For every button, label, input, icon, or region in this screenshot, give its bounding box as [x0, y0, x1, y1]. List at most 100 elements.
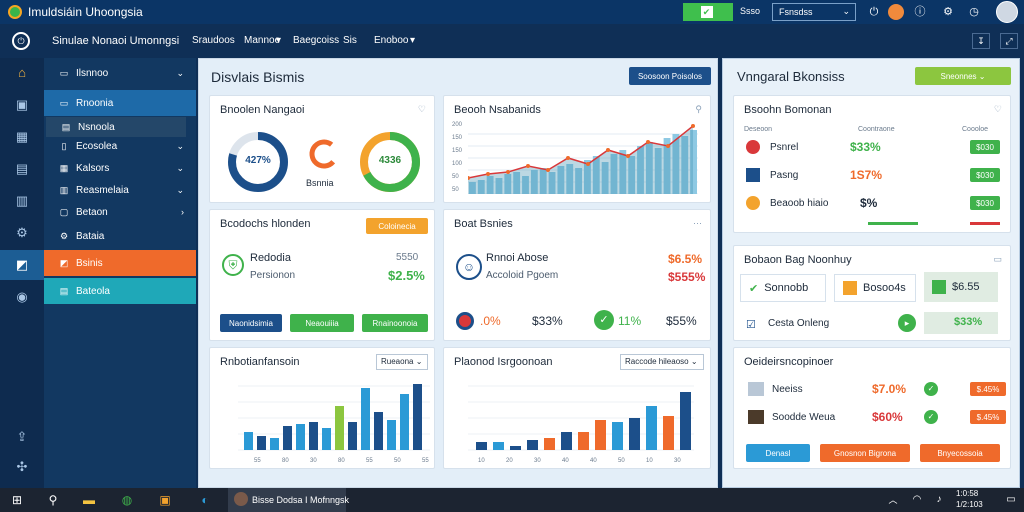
- menu-item-5[interactable]: Enoboo: [374, 35, 409, 46]
- row-pill[interactable]: $030: [970, 140, 1000, 154]
- search-icon[interactable]: ⚲: [48, 493, 58, 507]
- row-pill[interactable]: $030: [970, 168, 1000, 182]
- row-pill[interactable]: $.45%: [970, 382, 1006, 396]
- row-icon: [746, 140, 760, 154]
- x-tick-label: 55: [254, 458, 261, 464]
- right-panel-button[interactable]: Sneonnes ⌄: [915, 67, 1011, 85]
- status-badge[interactable]: Coloinecia: [366, 218, 428, 234]
- range-dropdown[interactable]: Raccode hileaoso ⌄: [620, 354, 704, 370]
- image-icon[interactable]: ▣: [15, 97, 29, 112]
- clock-icon[interactable]: ◷: [969, 6, 979, 18]
- person-icon: [748, 410, 764, 424]
- chart-icon[interactable]: ◩: [15, 257, 29, 272]
- sidebar-item-1[interactable]: ▭ Rnoonia: [44, 90, 196, 116]
- main-panel: Disvlais Bismis Soosoon Poisolos Bnoolen…: [198, 58, 718, 488]
- more-icon[interactable]: ⋯: [693, 218, 702, 228]
- share-icon[interactable]: ⇪: [16, 429, 28, 444]
- heart-icon[interactable]: ♡: [993, 104, 1002, 114]
- area-bar: [628, 156, 636, 194]
- series-stat-4: $55%: [666, 314, 697, 328]
- info-icon[interactable]: ⓘ: [914, 6, 926, 18]
- expand-icon[interactable]: ⤢: [1000, 33, 1018, 49]
- details-button-1[interactable]: Denasl: [746, 444, 810, 462]
- divider: [970, 222, 1000, 225]
- sidebar-item-0[interactable]: ▭ Ilsnnoo ⌄: [59, 67, 184, 79]
- donut-chart-green: [360, 132, 420, 192]
- home-icon[interactable]: ⌂: [18, 65, 26, 80]
- calendar-icon[interactable]: ▦: [15, 129, 29, 144]
- sidebar-item-4[interactable]: ▦ Kalsors ⌄: [59, 162, 184, 174]
- bar: [510, 446, 521, 450]
- sidebar-item-7[interactable]: ⚙ Bataia: [59, 230, 105, 242]
- power-icon[interactable]: ⏻: [869, 6, 879, 18]
- details-card: Oeideirsncopinoer Neeiss $7.0% ✓ $.45% S…: [733, 347, 1011, 469]
- taskbar-app-button[interactable]: Bisse Dodsa I Mofnngsk: [228, 488, 349, 512]
- chevron-down-icon: ⌄: [176, 162, 184, 173]
- range-dropdown[interactable]: Rueaona ⌄: [376, 354, 428, 370]
- donut-chart-blue: [228, 132, 288, 192]
- target-icon[interactable]: ◉: [16, 289, 28, 304]
- budget-tile-3[interactable]: $6.55: [924, 272, 998, 302]
- main-action-button[interactable]: Soosoon Poisolos: [629, 67, 711, 85]
- bar-chart-card-2: Plaonod Isrgoonoan Raccode hileaoso ⌄ 10…: [443, 347, 711, 469]
- row-pill[interactable]: $.45%: [970, 410, 1006, 424]
- menu-item-4[interactable]: Sis: [343, 35, 357, 46]
- bar: [257, 436, 266, 450]
- card-title: Beooh Nsabanids: [454, 104, 541, 116]
- notification-icon[interactable]: ▭: [1006, 494, 1016, 505]
- sidebar-item-3[interactable]: ▯ Ecosolea ⌄: [44, 135, 196, 157]
- details-button-3[interactable]: Bnyecossoia: [920, 444, 1000, 462]
- bar: [663, 416, 674, 450]
- chevron-up-icon[interactable]: ︿: [888, 495, 898, 505]
- sidebar-item-6[interactable]: ▢ Betaon ›: [59, 206, 184, 218]
- heart-icon[interactable]: ♡: [417, 104, 426, 114]
- settings-icon[interactable]: ⚙: [16, 225, 28, 240]
- x-tick-label: 80: [282, 458, 289, 464]
- profile-avatar[interactable]: [996, 1, 1018, 23]
- sidebar-item-8[interactable]: ◩ Bsinis: [44, 250, 196, 276]
- donut-chart-orange: [309, 139, 339, 169]
- sidebar-item-2[interactable]: ▤ Nsnoola: [46, 117, 186, 137]
- settings-icon[interactable]: ⚙: [943, 6, 953, 18]
- sidebar-item-5[interactable]: ▥ Reasmelaia ⌄: [59, 184, 184, 196]
- wifi-icon[interactable]: ◠: [912, 494, 922, 505]
- summary-label-1: Redodia: [250, 252, 291, 264]
- titlebar-select[interactable]: Fsnsdss ⌄: [772, 3, 856, 21]
- menu-app-name[interactable]: Sinulae Nonaoi Umonngsi: [52, 35, 180, 47]
- windows-start-icon[interactable]: ⊞: [11, 493, 23, 507]
- chat-icon[interactable]: ▭: [993, 254, 1002, 264]
- building-icon[interactable]: ▥: [15, 193, 29, 208]
- status-chip[interactable]: ✔: [683, 3, 733, 21]
- search-icon[interactable]: ⚲: [695, 104, 702, 114]
- area-bar: [690, 130, 697, 194]
- table-icon[interactable]: ▤: [15, 161, 29, 176]
- summary-button-3[interactable]: Rnainoonoia: [362, 314, 428, 332]
- card-title: Plaonod Isrgoonoan: [454, 356, 553, 368]
- area-bar: [522, 176, 529, 194]
- sidebar-item-9[interactable]: ▤ Bateola: [44, 278, 196, 304]
- play-icon[interactable]: ▸: [898, 314, 916, 332]
- menu-item-2[interactable]: Mannoe: [244, 35, 281, 46]
- bar: [476, 442, 487, 450]
- details-button-2[interactable]: Gnosnon Bigrona: [820, 444, 910, 462]
- x-tick-label: 50: [394, 458, 401, 464]
- grid-icon: ▦: [59, 162, 69, 173]
- volume-icon[interactable]: ♪: [936, 494, 942, 505]
- folder-icon[interactable]: ▬: [83, 493, 95, 507]
- browser-icon[interactable]: ◍: [121, 493, 133, 507]
- chevron-down-icon: ⌄: [176, 184, 184, 195]
- user-avatar[interactable]: [888, 4, 904, 20]
- summary-button-2[interactable]: Neaouiiia: [290, 314, 354, 332]
- budget-tile-2[interactable]: Bosoo4s: [834, 274, 916, 302]
- summary-button-1[interactable]: Naonidsimia: [220, 314, 282, 332]
- puzzle-icon[interactable]: ✣: [16, 459, 28, 474]
- menu-item-1[interactable]: Sraudoos: [192, 35, 235, 46]
- pin-icon[interactable]: ↧: [972, 33, 990, 49]
- edge-icon[interactable]: ◐: [201, 493, 209, 507]
- photos-icon[interactable]: ▣: [159, 493, 171, 507]
- power-menu-icon[interactable]: ⏻: [12, 32, 30, 50]
- bar: [646, 406, 657, 450]
- row-pill[interactable]: $030: [970, 196, 1000, 210]
- budget-tile-1[interactable]: ✔ Sonnobb: [740, 274, 826, 302]
- menu-item-3[interactable]: Baegcoiss: [293, 35, 340, 46]
